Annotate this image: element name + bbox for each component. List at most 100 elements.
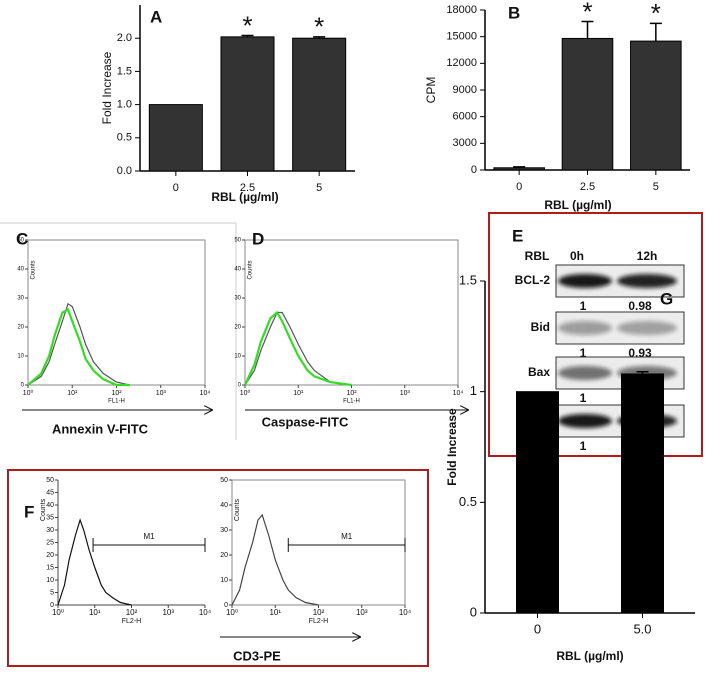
panel-e-frame bbox=[488, 212, 703, 457]
panel-label: C bbox=[16, 229, 28, 248]
y-tick-label: 30 bbox=[17, 296, 24, 302]
x-tick-label: 0 bbox=[516, 181, 522, 193]
y-tick-label: 2.0 bbox=[117, 32, 132, 44]
x-tick-label: 10² bbox=[313, 608, 325, 617]
y-tick-label: 1.5 bbox=[117, 65, 132, 77]
y-axis-label: Counts bbox=[31, 260, 37, 279]
bar bbox=[292, 37, 347, 172]
y-tick-label: 30 bbox=[46, 527, 54, 534]
bar bbox=[516, 391, 559, 614]
x-axis-label: FL1-H bbox=[343, 399, 360, 405]
significance-marker: * bbox=[582, 0, 592, 26]
y-tick-label: 1.0 bbox=[117, 99, 132, 111]
y-tick-label: 40 bbox=[234, 267, 241, 273]
x-axis-label: FL2-H bbox=[122, 618, 141, 625]
y-tick-label: 15 bbox=[46, 564, 54, 571]
panel-label: B bbox=[508, 3, 520, 22]
y-tick-label: 0 bbox=[471, 164, 477, 176]
x-tick-label: 10¹ bbox=[293, 390, 304, 397]
x-tick-label: 10⁰ bbox=[226, 608, 238, 617]
x-tick-label: 10³ bbox=[356, 608, 368, 617]
histogram-curve bbox=[244, 310, 352, 387]
y-tick-label: 40 bbox=[46, 502, 54, 509]
x-tick-label: 10³ bbox=[400, 390, 411, 397]
y-tick-label: 0 bbox=[21, 383, 25, 389]
error-bar bbox=[649, 22, 662, 42]
x-tick-label: 10⁴ bbox=[199, 608, 212, 617]
x-tick-label: 2.5 bbox=[580, 181, 595, 193]
y-axis-label: Fold Increase bbox=[100, 51, 114, 124]
gate-label: M1 bbox=[143, 532, 155, 541]
y-axis-label: CPM bbox=[424, 77, 438, 104]
y-tick-label: 0 bbox=[238, 383, 242, 389]
y-tick-label: 1.5 bbox=[459, 272, 477, 287]
x-tick-label: 10⁴ bbox=[200, 390, 211, 397]
y-tick-label: 0.5 bbox=[459, 494, 477, 509]
y-tick-label: 20 bbox=[220, 552, 228, 559]
x-tick-label: 5 bbox=[316, 182, 322, 194]
gate-marker bbox=[287, 538, 406, 552]
histogram-curve bbox=[57, 518, 132, 606]
blot-band bbox=[558, 321, 612, 335]
y-tick-label: 50 bbox=[46, 477, 54, 484]
blot-band bbox=[617, 274, 677, 288]
bar bbox=[148, 104, 203, 172]
y-axis-label: Counts bbox=[234, 498, 241, 521]
y-tick-label: 9000 bbox=[453, 84, 477, 96]
x-tick-label: 10² bbox=[126, 608, 138, 617]
x-tick-label: 0 bbox=[173, 182, 179, 194]
x-tick-label: 5.0 bbox=[633, 621, 651, 636]
axis-arrow-label: Caspase-FITC bbox=[262, 414, 349, 429]
y-tick-label: 20 bbox=[46, 552, 54, 559]
significance-marker: * bbox=[651, 0, 661, 28]
y-tick-label: 0.0 bbox=[117, 165, 132, 177]
plot-frame bbox=[231, 479, 406, 606]
x-tick-label: 10⁰ bbox=[23, 389, 34, 397]
y-tick-label: 10 bbox=[234, 354, 241, 360]
blot-band bbox=[558, 414, 612, 428]
y-axis-label: Counts bbox=[248, 260, 254, 279]
axis-arrow-label: CD3-PE bbox=[233, 648, 281, 663]
y-tick-label: 0 bbox=[224, 602, 228, 609]
protein-label: BCL-2 bbox=[515, 273, 551, 287]
y-tick-label: 20 bbox=[234, 325, 241, 331]
y-tick-label: 0 bbox=[50, 602, 54, 609]
y-tick-label: 18000 bbox=[446, 4, 477, 16]
panel-label: F bbox=[24, 502, 34, 521]
y-tick-label: 10 bbox=[46, 577, 54, 584]
error-bar bbox=[513, 166, 526, 168]
blot-band bbox=[558, 274, 612, 288]
gate-label: M1 bbox=[341, 532, 353, 541]
x-tick-label: 10¹ bbox=[269, 608, 281, 617]
panel-label: E bbox=[512, 226, 523, 245]
x-tick-label: 2.5 bbox=[240, 182, 255, 194]
x-tick-label: 10³ bbox=[156, 390, 167, 397]
error-bar bbox=[313, 36, 326, 39]
bar bbox=[493, 167, 545, 171]
panel-label: A bbox=[150, 7, 162, 26]
x-axis-label: RBL (µg/ml) bbox=[544, 198, 611, 212]
blot-header: 12h bbox=[637, 249, 658, 263]
x-tick-label: 10³ bbox=[162, 608, 174, 617]
x-tick-label: 10² bbox=[111, 390, 122, 397]
blot-header: 0h bbox=[570, 249, 584, 263]
y-tick-label: 3000 bbox=[453, 137, 477, 149]
y-tick-label: 40 bbox=[220, 502, 228, 509]
y-tick-label: 5 bbox=[50, 589, 54, 596]
y-tick-label: 50 bbox=[17, 238, 24, 244]
blot-ratio: 1 bbox=[580, 391, 587, 405]
blot-ratio: 1 bbox=[580, 439, 587, 453]
y-tick-label: 0.5 bbox=[117, 132, 132, 144]
x-tick-label: 10⁴ bbox=[399, 608, 412, 617]
x-axis-label: FL1-H bbox=[108, 399, 125, 405]
error-bar bbox=[636, 370, 649, 374]
error-bar bbox=[241, 34, 254, 37]
blot-ratio: 0.98 bbox=[628, 299, 652, 313]
blot-ratio: 1 bbox=[580, 346, 587, 360]
blot-band bbox=[558, 366, 612, 380]
x-tick-label: 0 bbox=[534, 621, 541, 636]
blot-header: RBL bbox=[525, 249, 550, 263]
y-tick-label: 10 bbox=[220, 577, 228, 584]
histogram-curve bbox=[27, 308, 130, 387]
